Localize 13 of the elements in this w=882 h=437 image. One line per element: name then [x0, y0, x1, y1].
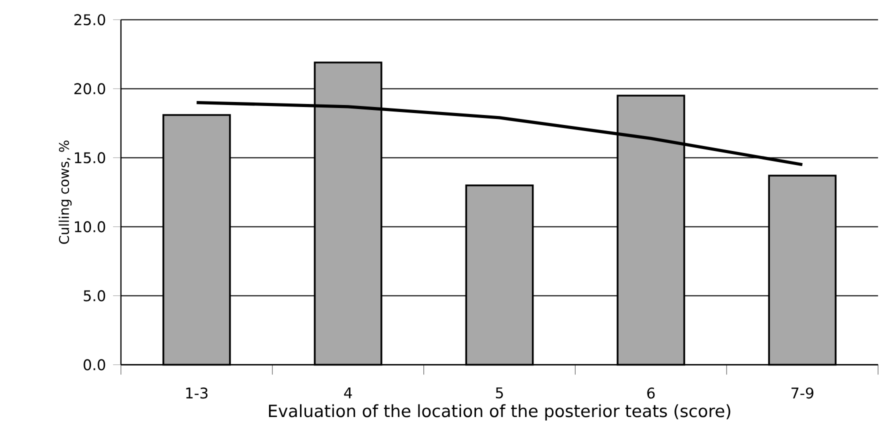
y-tick-label: 15.0: [74, 152, 106, 164]
x-tick-label: 7-9: [792, 388, 814, 399]
y-axis-title: Culling cows, %: [58, 140, 72, 244]
x-tick-label: 1-3: [186, 388, 208, 399]
y-tick-label: 25.0: [74, 14, 106, 26]
x-tick-label: 6: [647, 388, 655, 399]
y-tick-label: 10.0: [74, 221, 106, 232]
x-tick-label: 4: [344, 388, 352, 398]
y-tick-label: 20.0: [74, 83, 106, 94]
x-axis-title: Evaluation of the location of the posterior teats (score): [269, 404, 730, 421]
y-tick-label: 5.0: [84, 290, 106, 302]
y-tick-label: 0.0: [84, 359, 106, 370]
x-tick-label: 5: [496, 388, 503, 399]
